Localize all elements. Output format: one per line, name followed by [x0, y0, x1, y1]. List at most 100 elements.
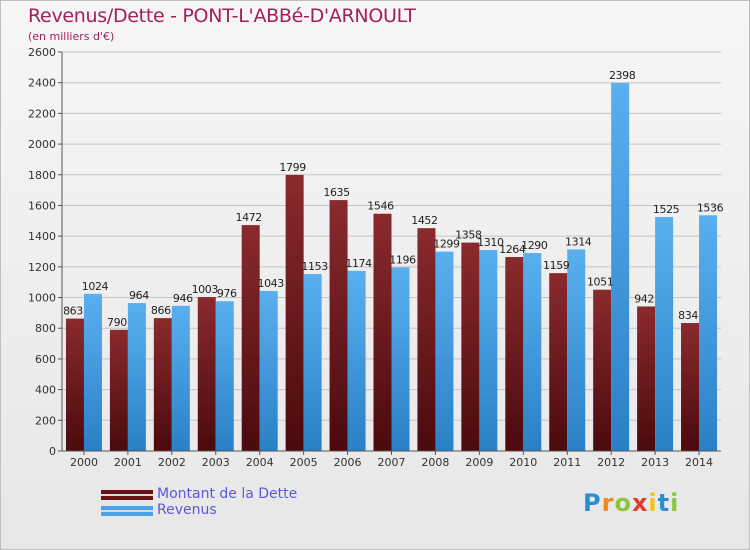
bar-debt	[285, 174, 304, 451]
x-tick-label: 2012	[597, 456, 625, 469]
logo-letter: P	[583, 489, 602, 517]
data-label-revenue: 2398	[609, 69, 636, 82]
bar-debt	[241, 225, 260, 451]
y-tick-label: 0	[49, 445, 56, 458]
bar-revenue	[611, 82, 630, 451]
x-tick-label: 2000	[70, 456, 98, 469]
logo-letter: i	[670, 489, 680, 517]
x-tick-label: 2009	[465, 456, 493, 469]
data-label-debt: 1264	[499, 243, 526, 256]
bar-debt	[681, 323, 700, 451]
legend-label-debt: Montant de la Dette	[157, 486, 298, 502]
y-tick-label: 1400	[28, 230, 56, 243]
data-label-debt: 1051	[587, 276, 613, 289]
bar-debt	[65, 318, 84, 451]
x-tick-label: 2007	[378, 456, 406, 469]
bar-debt	[109, 329, 128, 451]
data-label-debt: 1799	[279, 161, 306, 174]
y-tick-label: 2000	[28, 138, 56, 151]
logo-letter: r	[601, 489, 615, 517]
bar-debt	[593, 289, 612, 451]
y-tick-label: 600	[35, 353, 56, 366]
x-tick-label: 2003	[202, 456, 230, 469]
chart-title: Revenus/Dette - PONT-L'ABBé-D'ARNOULT	[28, 5, 416, 27]
data-label-revenue: 1290	[521, 239, 548, 252]
data-label-revenue: 1196	[389, 253, 416, 266]
x-tick-label: 2010	[509, 456, 537, 469]
bar-revenue	[303, 274, 322, 451]
bar-revenue	[567, 249, 586, 451]
bar-revenue	[479, 249, 498, 451]
y-tick-label: 200	[35, 414, 56, 427]
data-label-revenue: 1536	[697, 201, 724, 214]
y-tick-label: 1800	[28, 169, 56, 182]
data-label-revenue: 1174	[345, 257, 372, 270]
bar-revenue	[215, 301, 234, 451]
bar-debt	[417, 228, 436, 451]
data-label-debt: 1358	[455, 229, 482, 242]
bar-revenue	[171, 305, 190, 451]
bar-revenue	[699, 215, 718, 451]
data-label-debt: 863	[63, 305, 83, 318]
logo-letter: t	[657, 489, 671, 517]
bars	[65, 82, 718, 451]
data-label-debt: 1159	[543, 259, 570, 272]
y-tick-label: 400	[35, 384, 56, 397]
legend-swatch-debt	[101, 490, 153, 500]
data-label-debt: 1003	[192, 283, 219, 296]
data-label-debt: 1472	[235, 211, 261, 224]
y-tick-label: 800	[35, 322, 56, 335]
y-tick-label: 1000	[28, 292, 56, 305]
data-label-revenue: 1525	[653, 203, 680, 216]
bar-revenue	[435, 251, 454, 451]
data-label-debt: 1452	[411, 214, 437, 227]
bar-revenue	[83, 293, 102, 451]
logo-letter: x	[631, 489, 649, 517]
bar-debt	[549, 273, 568, 451]
bar-revenue	[655, 216, 674, 451]
x-tick-label: 2008	[421, 456, 449, 469]
bar-debt	[153, 318, 172, 451]
y-tick-label: 2400	[28, 77, 56, 90]
data-label-revenue: 976	[217, 287, 237, 300]
x-tick-label: 2014	[685, 456, 713, 469]
data-label-debt: 834	[678, 309, 698, 322]
bar-revenue	[259, 290, 278, 451]
data-label-revenue: 1314	[565, 235, 592, 248]
data-label-revenue: 1043	[257, 277, 284, 290]
data-label-revenue: 1310	[477, 236, 504, 249]
data-label-debt: 1546	[367, 200, 394, 213]
bar-revenue	[523, 253, 542, 451]
legend-swatch-revenue	[101, 506, 153, 516]
bar-debt	[373, 213, 392, 451]
bar-revenue	[127, 303, 146, 451]
logo-letter: i	[648, 489, 658, 517]
data-label-debt: 942	[634, 292, 654, 305]
x-tick-label: 2002	[158, 456, 186, 469]
bar-revenue	[347, 270, 366, 451]
data-label-debt: 790	[107, 316, 127, 329]
x-tick-label: 2005	[290, 456, 318, 469]
y-tick-label: 1200	[28, 261, 56, 274]
axes: 0 200 400 600 800 1000 1200 1400 1600 1800 2000 220…	[28, 46, 721, 469]
bar-debt	[461, 242, 480, 451]
data-label-revenue: 1299	[433, 238, 460, 251]
y-tick-label: 2600	[28, 46, 56, 59]
data-label-revenue: 1024	[82, 280, 109, 293]
bar-debt	[329, 200, 348, 451]
data-label-debt: 866	[151, 304, 171, 317]
bar-debt	[197, 297, 216, 451]
x-tick-label: 2001	[114, 456, 142, 469]
proxiti-logo: Proxiti	[583, 489, 679, 517]
x-tick-label: 2011	[553, 456, 581, 469]
x-tick-label: 2006	[334, 456, 362, 469]
logo-letter: o	[614, 489, 632, 517]
chart-subtitle: (en milliers d'€)	[28, 30, 115, 43]
x-tick-label: 2004	[246, 456, 274, 469]
legend-label-revenue: Revenus	[157, 502, 217, 518]
data-label-revenue: 1153	[301, 260, 328, 273]
bar-debt	[637, 306, 656, 451]
